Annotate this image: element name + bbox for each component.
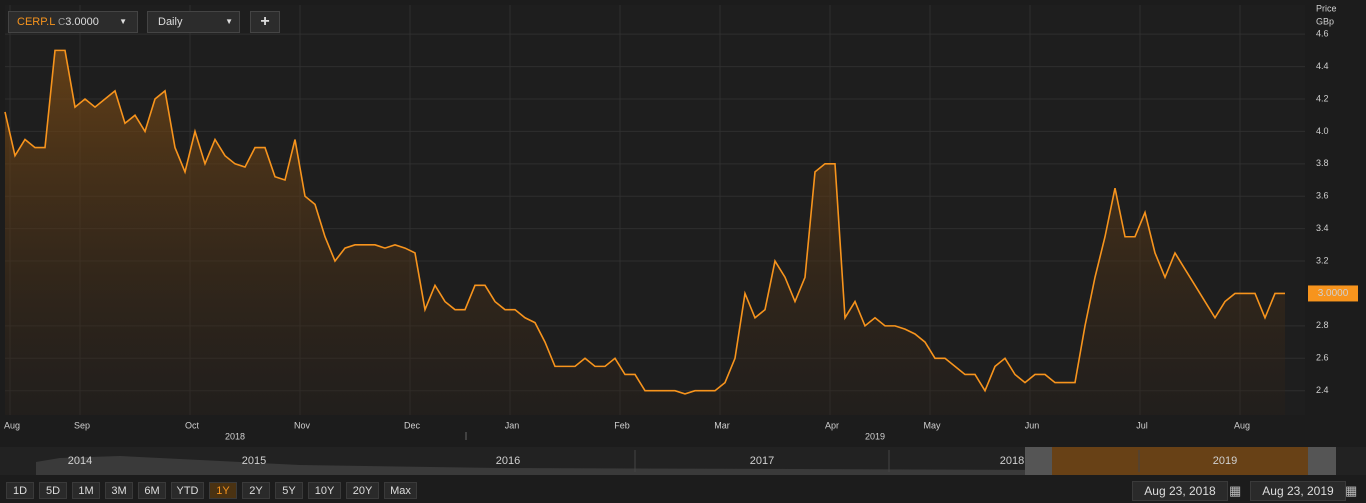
navigator-year: 2019 <box>1213 455 1237 467</box>
y-axis-title: Price <box>1316 3 1337 13</box>
price-line <box>4 49 1285 395</box>
navigator-year: 2018 <box>1000 455 1024 467</box>
range-button[interactable]: 5Y <box>275 482 303 499</box>
calendar-icon[interactable]: ▦ <box>1229 483 1242 498</box>
dropdown-arrow: ▼ <box>119 17 127 26</box>
navigator-area <box>36 456 1050 475</box>
x-tick-label: Mar <box>714 420 730 430</box>
symbol-select[interactable]: CERP.L C3.0000 ▼ <box>8 11 138 33</box>
navigator-year: 2015 <box>242 455 266 467</box>
y-tick-label: 2.8 <box>1316 320 1329 330</box>
add-button[interactable]: + <box>250 11 280 33</box>
area <box>5 50 1285 416</box>
y-axis-title: GBp <box>1316 16 1334 26</box>
x-tick-label: Jun <box>1025 420 1040 430</box>
navigator-handle[interactable] <box>1308 447 1336 475</box>
y-tick-label: 3.2 <box>1316 255 1329 265</box>
x-tick-label: Sep <box>74 420 90 430</box>
x-tick-label: Dec <box>404 420 421 430</box>
navigator-year: 2017 <box>750 455 774 467</box>
x-tick-label: Nov <box>294 420 311 430</box>
navigator-handle[interactable] <box>1025 447 1052 475</box>
y-tick-label: 4.2 <box>1316 93 1329 103</box>
y-tick-label: 3.6 <box>1316 191 1329 201</box>
y-tick-label: 4.6 <box>1316 29 1329 39</box>
ticker: CERP.L <box>17 16 55 28</box>
x-tick-label: Oct <box>185 420 200 430</box>
y-tick-label: 4.0 <box>1316 126 1329 136</box>
navigator-window[interactable] <box>1052 447 1308 475</box>
interval: Daily <box>158 16 183 28</box>
range-button[interactable]: 3M <box>105 482 133 499</box>
range-button[interactable]: 5D <box>39 482 67 499</box>
range-button[interactable]: 10Y <box>308 482 341 499</box>
y-tick-label: 4.4 <box>1316 61 1329 71</box>
interval-select[interactable]: Daily ▼ <box>147 11 240 33</box>
x-tick-label: Apr <box>825 420 839 430</box>
date-to[interactable]: Aug 23, 2019 <box>1250 481 1346 501</box>
range-button[interactable]: 1M <box>72 482 100 499</box>
y-tick-label: 3.8 <box>1316 158 1329 168</box>
range-button[interactable]: 20Y <box>346 482 379 499</box>
year-label: 2018 <box>225 431 245 441</box>
range-button[interactable]: 1Y <box>209 482 237 499</box>
range-button[interactable]: Max <box>384 482 417 499</box>
x-tick-label: Feb <box>614 420 630 430</box>
x-tick-label: Aug <box>1234 420 1250 430</box>
dropdown-arrow: ▼ <box>225 17 233 26</box>
last-price-box <box>1308 285 1358 302</box>
range-button[interactable]: 6M <box>138 482 166 499</box>
x-tick-label: May <box>923 420 941 430</box>
range-button[interactable]: 1D <box>6 482 34 499</box>
plot <box>4 5 1305 416</box>
range-button[interactable]: YTD <box>171 482 204 499</box>
last-price-label: 3.0000 <box>1318 288 1349 299</box>
calendar-icon[interactable]: ▦ <box>1345 483 1358 498</box>
y-tick-label: 2.6 <box>1316 353 1329 363</box>
x-tick-label: Jan <box>505 420 520 430</box>
y-tick-label: 3.4 <box>1316 223 1329 233</box>
range-button[interactable]: 2Y <box>242 482 270 499</box>
navigator-year: 2014 <box>68 455 92 467</box>
close-value: 3.0000 <box>65 16 99 28</box>
y-tick-label: 2.4 <box>1316 385 1329 395</box>
date-from[interactable]: Aug 23, 2018 <box>1132 481 1228 501</box>
x-tick-label: Jul <box>1136 420 1148 430</box>
x-tick-label: Aug <box>4 420 20 430</box>
year-label: 2019 <box>865 431 885 441</box>
navigator-year: 2016 <box>496 455 520 467</box>
close-label: C <box>57 17 66 28</box>
